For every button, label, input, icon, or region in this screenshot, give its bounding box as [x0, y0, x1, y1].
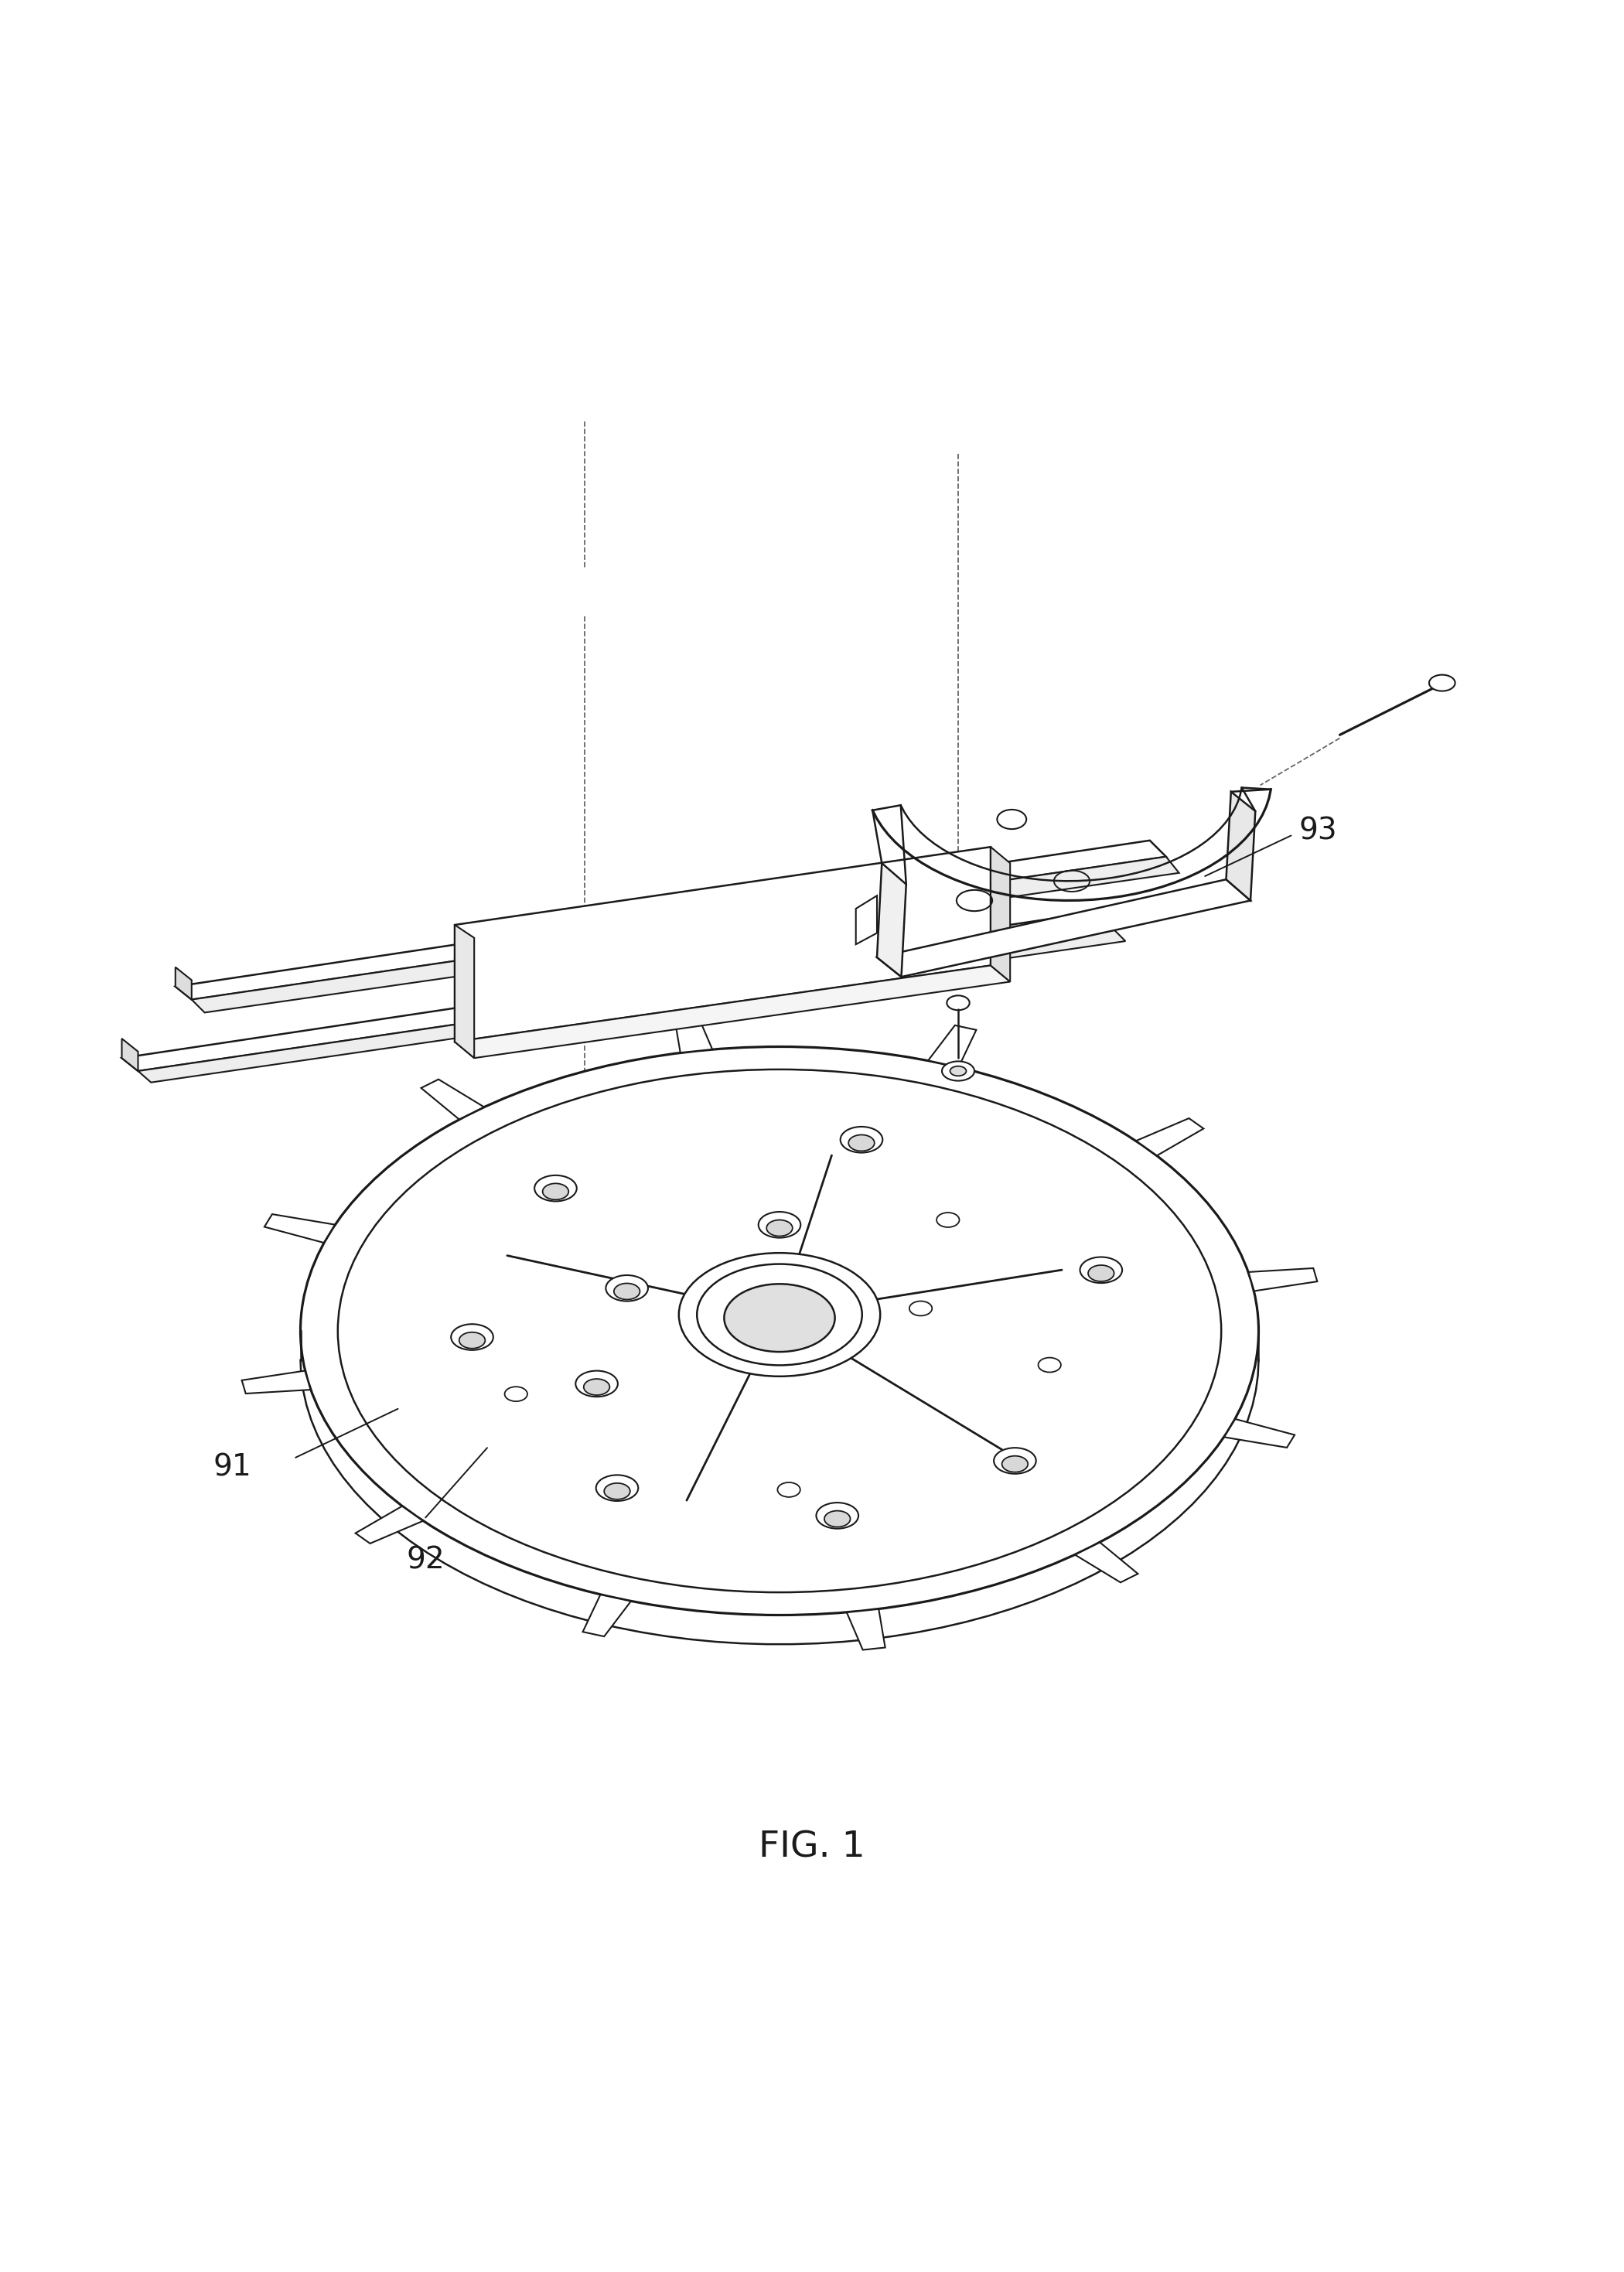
Ellipse shape	[451, 1325, 494, 1350]
Ellipse shape	[825, 1511, 851, 1527]
Text: FIG. 1: FIG. 1	[758, 1829, 866, 1865]
Ellipse shape	[947, 995, 970, 1011]
Ellipse shape	[817, 1502, 859, 1529]
Ellipse shape	[596, 1475, 638, 1502]
Ellipse shape	[994, 1447, 1036, 1475]
Polygon shape	[455, 847, 991, 1043]
Ellipse shape	[300, 1047, 1259, 1615]
Polygon shape	[421, 1079, 484, 1120]
Ellipse shape	[534, 1175, 577, 1202]
Polygon shape	[455, 925, 474, 1059]
Ellipse shape	[1002, 1456, 1028, 1472]
Ellipse shape	[1088, 1266, 1114, 1281]
Polygon shape	[122, 1038, 138, 1070]
Ellipse shape	[542, 1184, 568, 1200]
Ellipse shape	[1429, 675, 1455, 691]
Polygon shape	[192, 857, 1179, 1013]
Ellipse shape	[460, 1331, 486, 1350]
Polygon shape	[856, 895, 877, 945]
Ellipse shape	[950, 1066, 966, 1077]
Polygon shape	[175, 841, 1166, 1000]
Ellipse shape	[848, 1134, 874, 1152]
Ellipse shape	[758, 1211, 801, 1238]
Polygon shape	[1226, 791, 1255, 900]
Ellipse shape	[606, 1275, 648, 1302]
Polygon shape	[265, 1213, 335, 1243]
Ellipse shape	[575, 1370, 617, 1397]
Polygon shape	[674, 1011, 713, 1052]
Polygon shape	[122, 911, 1112, 1070]
Ellipse shape	[840, 1127, 882, 1152]
Polygon shape	[846, 1609, 885, 1649]
Ellipse shape	[767, 1220, 793, 1236]
Ellipse shape	[583, 1379, 609, 1395]
Polygon shape	[175, 968, 192, 1000]
Polygon shape	[877, 879, 1250, 977]
Polygon shape	[1249, 1268, 1317, 1290]
Polygon shape	[356, 1506, 422, 1543]
Polygon shape	[583, 1595, 632, 1636]
Polygon shape	[455, 966, 1010, 1059]
Polygon shape	[1075, 1543, 1138, 1581]
Ellipse shape	[1080, 1256, 1122, 1284]
Ellipse shape	[942, 1061, 974, 1081]
Text: 91: 91	[213, 1452, 252, 1481]
Ellipse shape	[724, 1284, 835, 1352]
Ellipse shape	[697, 1263, 862, 1365]
Polygon shape	[1137, 1118, 1203, 1156]
Ellipse shape	[679, 1252, 880, 1377]
Text: 92: 92	[406, 1545, 445, 1574]
Polygon shape	[138, 929, 1125, 1081]
Polygon shape	[927, 1025, 976, 1068]
Ellipse shape	[604, 1484, 630, 1500]
Polygon shape	[991, 847, 1010, 982]
Text: 93: 93	[1299, 816, 1338, 845]
Polygon shape	[877, 863, 906, 977]
Polygon shape	[1224, 1420, 1294, 1447]
Polygon shape	[242, 1370, 310, 1393]
Ellipse shape	[614, 1284, 640, 1300]
